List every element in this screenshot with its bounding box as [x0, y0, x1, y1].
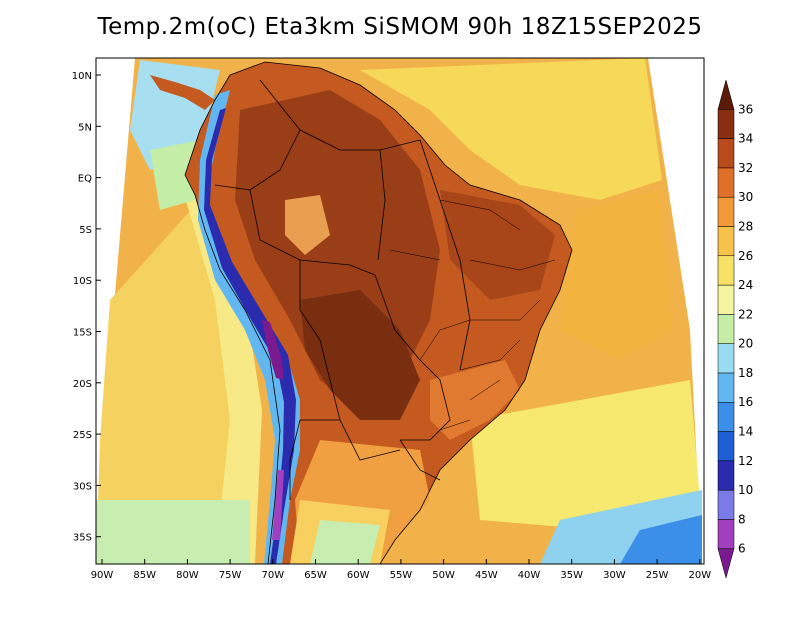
- colorbar-label: 12: [738, 454, 753, 468]
- lat-tick-label: 25S: [73, 430, 92, 441]
- colorbar-label: 20: [738, 337, 753, 351]
- colorbar-bin: [717, 519, 735, 549]
- hottest-core: [300, 290, 420, 420]
- colorbar-bin: [717, 460, 735, 491]
- lat-tick-label: 5N: [78, 122, 92, 133]
- lon-tick-label: 85W: [133, 570, 156, 581]
- southeast-coastal-cooler: [430, 360, 520, 440]
- lon-tick-label: 30W: [603, 570, 626, 581]
- lat-tick-label: 5S: [79, 225, 92, 236]
- colorbar-label: 16: [738, 395, 753, 409]
- colorbar-label: 18: [738, 366, 753, 380]
- ocean-warm-east: [560, 190, 672, 360]
- lon-tick-label: 55W: [390, 570, 413, 581]
- lat-tick-label: 20S: [73, 379, 92, 390]
- lon-tick-label: 50W: [432, 570, 455, 581]
- lat-tick-label: 30S: [73, 481, 92, 492]
- colorbar-label: 36: [738, 102, 753, 116]
- colorbar-label: 34: [738, 132, 753, 146]
- colorbar-bin: [717, 167, 735, 198]
- colorbar-label: 10: [738, 483, 753, 497]
- colorbar-bin: [717, 431, 735, 462]
- latitude-axis: 10N 5N EQ 5S 10S 15S 20S 25S 30S 35S: [72, 71, 101, 544]
- colorbar-bin: [717, 196, 735, 227]
- ocean-cool-south-atlantic: [470, 380, 700, 530]
- lon-tick-label: 20W: [688, 570, 711, 581]
- colorbar-label: 26: [738, 249, 753, 263]
- lat-tick-label: 10N: [72, 71, 92, 82]
- map-title: Temp.2m(oC) Eta3km SiSMOM 90h 18Z15SEP20…: [97, 14, 703, 40]
- colorbar-bin: [717, 109, 735, 139]
- colorbar-bin: [717, 138, 735, 169]
- colorbar-bin: [717, 255, 735, 286]
- andes-colder-band: [204, 108, 296, 564]
- amazon-cool-patch: [285, 195, 330, 255]
- lat-tick-label: EQ: [78, 174, 92, 185]
- lat-tick-label: 15S: [73, 328, 92, 339]
- lon-tick-label: 70W: [261, 570, 284, 581]
- colorbar-arrow-low: [717, 548, 735, 579]
- ocean-pacific-coastal-band: [180, 170, 262, 564]
- colorbar-arrow-high: [717, 79, 735, 110]
- colorbar-bin: [717, 372, 735, 403]
- colorbar-label: 32: [738, 161, 753, 175]
- colorbar-label: 24: [738, 278, 753, 292]
- colorbar-bin: [717, 489, 735, 520]
- colorbar-bin: [717, 343, 735, 374]
- ocean-colder-south-atlantic: [620, 515, 702, 564]
- lon-tick-label: 25W: [646, 570, 669, 581]
- lat-tick-label: 10S: [73, 276, 92, 287]
- colorbar-label: 28: [738, 219, 753, 233]
- andes-coldest-peaks: [262, 320, 284, 380]
- lon-tick-label: 35W: [560, 570, 583, 581]
- country-borders: [184, 61, 573, 564]
- map-frame: [95, 57, 705, 565]
- ocean-warm-north: [360, 58, 662, 200]
- pampas-cool: [310, 520, 380, 564]
- lon-tick-label: 45W: [475, 570, 498, 581]
- longitude-axis: 90W 85W 80W 75W 70W 65W 60W 55W 50W 45W 40W 35W 30W 2…: [91, 559, 711, 581]
- colorbar-label: 30: [738, 190, 753, 204]
- colorbar-bin: [717, 226, 735, 257]
- lon-tick-label: 60W: [347, 570, 370, 581]
- colorbar-label: 14: [738, 425, 753, 439]
- lon-tick-label: 90W: [91, 570, 114, 581]
- andes-south-peaks: [272, 470, 284, 540]
- colorbar-label: 8: [738, 512, 746, 526]
- colorbar-bin: [717, 284, 735, 315]
- lon-tick-label: 75W: [219, 570, 242, 581]
- state-borders: [389, 199, 556, 431]
- lon-tick-label: 80W: [176, 570, 199, 581]
- colorbar: 6 8 10 12 14 16 18 20 22 24 26 28 30 32 34 36: [717, 79, 753, 579]
- colorbar-label: 6: [738, 542, 746, 556]
- hot-northeast: [440, 190, 555, 300]
- lon-tick-label: 65W: [304, 570, 327, 581]
- ocean-pacific-north-green: [150, 140, 200, 210]
- central-america-land: [150, 75, 215, 110]
- colorbar-bin: [717, 401, 735, 432]
- andes-cold-band: [198, 90, 300, 564]
- colorbar-label: 22: [738, 307, 753, 321]
- lon-tick-label: 40W: [518, 570, 541, 581]
- ocean-pacific-south-cool: [96, 500, 250, 564]
- colorbar-bin: [717, 314, 735, 344]
- lat-tick-label: 35S: [73, 533, 92, 544]
